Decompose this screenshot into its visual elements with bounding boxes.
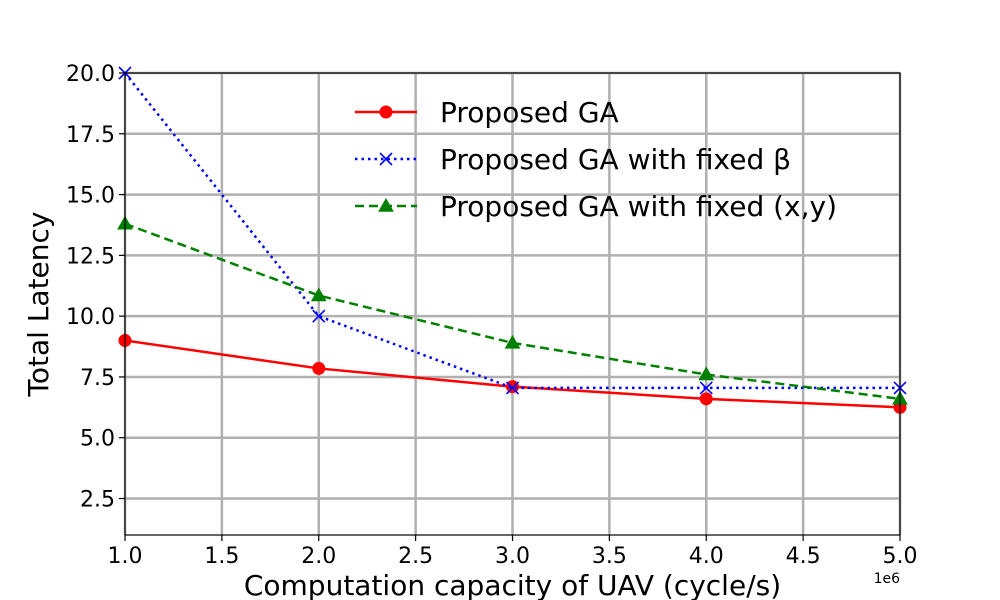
legend-marker: [379, 105, 393, 119]
legend-marker: [378, 197, 394, 212]
x-tick-label: 4.0: [689, 544, 724, 569]
series-layer: [117, 66, 908, 414]
legend-label: Proposed GA with fixed β: [440, 143, 791, 176]
y-tick-label: 7.5: [80, 366, 115, 391]
data-point: [506, 380, 519, 394]
data-point: [504, 334, 521, 349]
data-point: [698, 366, 715, 381]
y-tick-label: 10.0: [66, 305, 115, 330]
legend-label: Proposed GA: [440, 96, 619, 129]
x-axis-label: Computation capacity of UAV (cycle/s): [244, 569, 781, 600]
series-3: [117, 215, 908, 405]
data-point: [699, 381, 713, 395]
data-point: [505, 381, 520, 395]
x-tick-label: 1.5: [204, 544, 239, 569]
legend-marker: [379, 152, 393, 166]
y-tick-label: 12.5: [66, 244, 115, 269]
y-axis-label: Total Latency: [22, 212, 55, 398]
x-tick-label: 2.0: [301, 544, 336, 569]
y-tick-label: 20.0: [66, 62, 115, 87]
y-tick-label: 2.5: [80, 488, 115, 513]
series-line: [124, 72, 900, 390]
data-point: [312, 309, 326, 323]
data-point: [310, 287, 327, 302]
x-tick-label: 1.0: [108, 544, 143, 569]
y-tick-label: 5.0: [80, 427, 115, 452]
legend-label: Proposed GA with fixed (x,y): [440, 190, 837, 223]
x-tick-label: 4.5: [786, 544, 821, 569]
x-tick-label: 5.0: [883, 544, 918, 569]
ticks: 1.0 1.5 2.0 2.5 3.0 3.5 4.0 4.5 5.0 2.5 5.0 7.5 10.0…: [66, 62, 917, 569]
y-tick-label: 15.0: [66, 184, 115, 209]
y-tick-label: 17.5: [66, 123, 115, 148]
x-tick-label: 3.5: [592, 544, 627, 569]
data-point: [699, 392, 713, 406]
x-tick-label: 3.0: [495, 544, 530, 569]
data-point: [312, 361, 326, 375]
x-axis-offset-label: 1e6: [874, 571, 901, 587]
x-tick-label: 2.5: [398, 544, 433, 569]
legend: Proposed GA Proposed GA with fixed β Propo…: [355, 96, 837, 223]
